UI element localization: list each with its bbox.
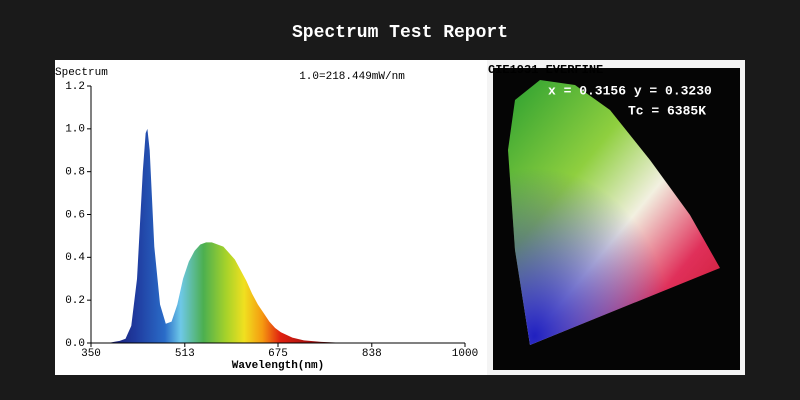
x-tick-label: 1000 <box>452 348 478 360</box>
y-tick-label: 1.2 <box>65 81 85 93</box>
page-title: Spectrum Test Report <box>292 23 508 43</box>
cie-coordinates: x = 0.3156 y = 0.3230 <box>548 83 712 98</box>
x-axis-label: Wavelength(nm) <box>232 360 324 372</box>
x-tick-label: 838 <box>362 348 382 360</box>
y-tick-label: 1.0 <box>65 124 85 136</box>
y-tick-label: 0.6 <box>65 209 85 221</box>
y-tick-label: 0.0 <box>65 338 85 350</box>
spectrum-area <box>108 128 350 343</box>
cie-label: CIE1931 EVERFINE <box>488 63 603 77</box>
spectrum-panel <box>55 60 487 375</box>
chart-title: Spectrum <box>55 67 108 79</box>
x-tick-label: 350 <box>81 348 101 360</box>
x-tick-label: 513 <box>175 348 195 360</box>
cie-cct: Tc = 6385K <box>628 103 706 118</box>
y-tick-label: 0.8 <box>65 167 85 179</box>
y-tick-label: 0.4 <box>65 252 85 264</box>
annotation: 1.0=218.449mW/nm <box>299 71 405 83</box>
x-tick-label: 675 <box>268 348 288 360</box>
plot: 0.0 0.2 0.4 0.6 0.8 1.0 1.2 350 513 675 838 1000 <box>65 81 478 360</box>
y-tick-label: 0.2 <box>65 295 85 307</box>
